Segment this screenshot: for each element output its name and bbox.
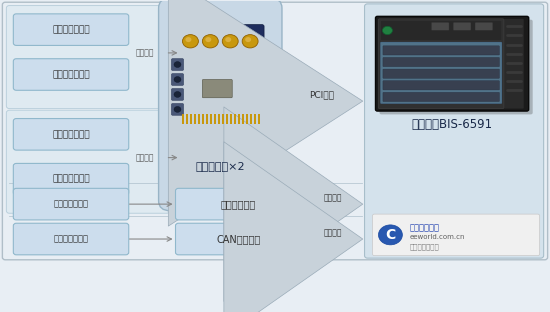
FancyBboxPatch shape	[383, 81, 499, 90]
Bar	[186, 114, 189, 124]
Text: 视频采集卡×2: 视频采集卡×2	[195, 161, 245, 171]
Circle shape	[183, 35, 199, 48]
Bar	[242, 114, 244, 124]
FancyBboxPatch shape	[175, 188, 301, 220]
Text: PCI总线: PCI总线	[309, 90, 334, 99]
Bar	[246, 114, 248, 124]
Text: eeworld.com.cn: eeworld.com.cn	[409, 234, 465, 240]
FancyBboxPatch shape	[202, 80, 232, 98]
Text: 交通指挥信号机: 交通指挥信号机	[53, 200, 89, 209]
FancyBboxPatch shape	[172, 89, 184, 100]
Circle shape	[202, 35, 218, 48]
FancyBboxPatch shape	[381, 21, 502, 41]
Circle shape	[185, 37, 191, 42]
Bar	[230, 114, 232, 124]
FancyBboxPatch shape	[7, 6, 169, 109]
Bar	[218, 114, 221, 124]
Circle shape	[174, 62, 181, 67]
FancyBboxPatch shape	[175, 223, 301, 255]
Bar	[258, 114, 260, 124]
Text: 串口通讯: 串口通讯	[323, 193, 342, 202]
Text: CAN通信模块: CAN通信模块	[216, 234, 260, 244]
FancyBboxPatch shape	[378, 19, 504, 109]
Bar	[226, 114, 228, 124]
Circle shape	[245, 37, 251, 42]
Circle shape	[378, 225, 403, 245]
Bar	[222, 114, 224, 124]
FancyBboxPatch shape	[13, 188, 129, 220]
Circle shape	[242, 35, 258, 48]
Text: 三组特写摄像机: 三组特写摄像机	[52, 70, 90, 79]
FancyBboxPatch shape	[383, 69, 499, 78]
FancyBboxPatch shape	[2, 2, 548, 260]
Bar	[238, 114, 240, 124]
FancyBboxPatch shape	[431, 22, 449, 31]
FancyBboxPatch shape	[158, 0, 282, 211]
FancyBboxPatch shape	[177, 25, 264, 128]
Circle shape	[222, 35, 238, 48]
Bar	[210, 114, 212, 124]
FancyBboxPatch shape	[13, 119, 129, 150]
Text: C: C	[386, 228, 395, 242]
Circle shape	[174, 106, 181, 112]
Bar	[250, 114, 252, 124]
FancyBboxPatch shape	[13, 223, 129, 255]
Text: 一组全景摄像机: 一组全景摄像机	[52, 130, 90, 139]
Circle shape	[226, 37, 231, 42]
Bar	[202, 114, 205, 124]
Circle shape	[382, 26, 392, 35]
FancyBboxPatch shape	[379, 20, 533, 115]
Bar	[206, 114, 208, 124]
Text: 三组特写摄像机: 三组特写摄像机	[52, 175, 90, 184]
FancyBboxPatch shape	[376, 16, 529, 111]
FancyBboxPatch shape	[13, 163, 129, 195]
FancyBboxPatch shape	[7, 110, 169, 213]
FancyBboxPatch shape	[172, 74, 184, 85]
FancyBboxPatch shape	[383, 92, 499, 101]
Bar	[190, 114, 192, 124]
Bar	[194, 114, 196, 124]
FancyBboxPatch shape	[13, 14, 129, 46]
FancyBboxPatch shape	[372, 214, 540, 256]
Bar	[214, 114, 216, 124]
Bar	[199, 114, 200, 124]
Text: 地感线圈检测板: 地感线圈检测板	[53, 235, 89, 244]
Text: 电子工程世界: 电子工程世界	[409, 223, 439, 232]
Circle shape	[174, 91, 181, 97]
Text: 东西走向: 东西走向	[136, 153, 154, 162]
FancyBboxPatch shape	[383, 46, 499, 55]
Text: 红绿灯检测板: 红绿灯检测板	[221, 199, 256, 209]
FancyBboxPatch shape	[383, 57, 499, 67]
Bar	[234, 114, 236, 124]
FancyBboxPatch shape	[381, 42, 502, 104]
FancyBboxPatch shape	[504, 19, 524, 109]
FancyBboxPatch shape	[365, 4, 543, 258]
FancyBboxPatch shape	[13, 59, 129, 90]
Text: 串口通讯: 串口通讯	[323, 228, 342, 237]
FancyBboxPatch shape	[172, 59, 184, 70]
Text: 一组全景摄像机: 一组全景摄像机	[52, 25, 90, 34]
FancyBboxPatch shape	[172, 104, 184, 115]
Text: 南北走向: 南北走向	[136, 48, 154, 57]
Bar	[183, 114, 184, 124]
FancyBboxPatch shape	[475, 22, 493, 31]
Text: 服务电子工程师: 服务电子工程师	[409, 243, 439, 250]
FancyBboxPatch shape	[453, 22, 471, 31]
Circle shape	[174, 76, 181, 82]
Text: 华北工控BIS-6591: 华北工控BIS-6591	[411, 118, 493, 131]
Bar	[254, 114, 256, 124]
Circle shape	[205, 37, 211, 42]
